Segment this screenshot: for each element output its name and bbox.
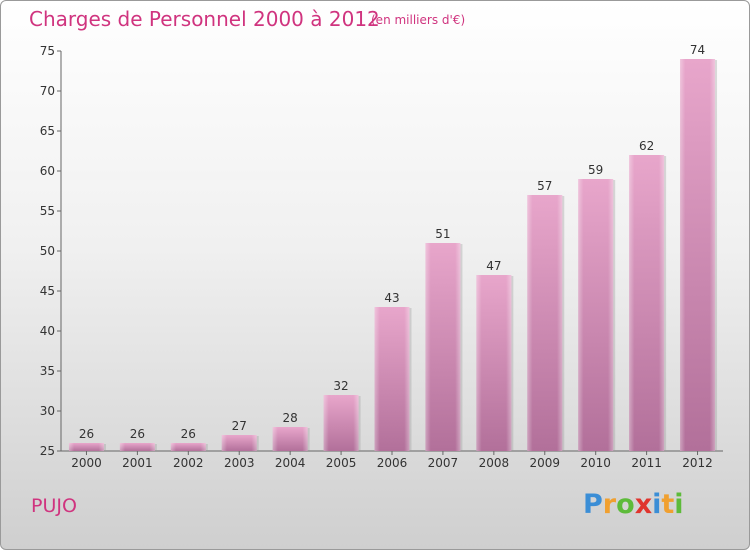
x-tick-label: 2002 [173,456,204,470]
x-tick-label: 2007 [428,456,459,470]
x-tick-label: 2012 [682,456,713,470]
bar-value-label: 74 [690,43,705,57]
bar-highlight [119,443,155,451]
bar-value-label: 28 [283,411,298,425]
y-tick-label: 45 [40,284,55,298]
bar-highlight [374,307,410,451]
x-tick-label: 2009 [529,456,560,470]
axes-group: 25 30 35 40 45 50 55 60 65 70 75 [40,44,723,458]
bar-value-label: 26 [181,427,196,441]
bar-highlight [170,443,206,451]
bar-highlight [272,427,308,451]
y-tick-label: 55 [40,204,55,218]
logo-letter: P [583,489,603,520]
y-tick-label: 35 [40,364,55,378]
logo-letter: x [634,489,653,520]
bars-group [68,59,718,451]
y-tick-label: 30 [40,404,55,418]
x-tick-label: 2008 [479,456,510,470]
y-tick-label: 75 [40,44,55,58]
bar-highlight [578,179,614,451]
bar-value-label: 51 [435,227,450,241]
y-tick-label: 25 [40,444,55,458]
bar-value-label: 43 [384,291,399,305]
y-tick-label: 60 [40,164,55,178]
bar-value-label: 47 [486,259,501,273]
bar-highlight [629,155,665,451]
chart-title: Charges de Personnel 2000 à 2012 [29,7,380,31]
y-tick-label: 50 [40,244,55,258]
chart-subtitle: (en milliers d'€) [371,13,466,27]
bar-value-label: 26 [79,427,94,441]
logo-letter: o [616,489,635,520]
y-tick-label: 70 [40,84,55,98]
x-tick-label: 2003 [224,456,255,470]
bar-value-label: 32 [333,379,348,393]
logo-letter: i [652,489,662,520]
x-tick-label: 2006 [377,456,408,470]
bar-highlight [68,443,104,451]
bar-value-label: 26 [130,427,145,441]
y-tick-label: 65 [40,124,55,138]
commune-name: PUJO [31,495,77,517]
x-tick-label: 2005 [326,456,357,470]
bar-highlight [221,435,257,451]
bar-value-label: 59 [588,163,603,177]
bar-highlight [323,395,359,451]
x-tick-label: 2004 [275,456,306,470]
bar-value-label: 57 [537,179,552,193]
labels-group: 26 2000 26 2001 26 2002 27 2003 28 2004 32 2005 43 20… [71,43,713,470]
logo-letter: i [674,489,684,520]
x-tick-label: 2011 [631,456,662,470]
bar-highlight [476,275,512,451]
bar-value-label: 62 [639,139,654,153]
x-tick-label: 2000 [71,456,102,470]
bar-highlight [680,59,716,451]
bar-value-label: 27 [232,419,247,433]
logo-letter: r [602,489,617,520]
logo-letter: t [661,489,675,520]
y-tick-label: 40 [40,324,55,338]
bar-highlight [527,195,563,451]
bar-highlight [425,243,461,451]
proxiti-logo[interactable]: Proxiti [583,489,684,520]
x-tick-label: 2001 [122,456,153,470]
x-tick-label: 2010 [580,456,611,470]
